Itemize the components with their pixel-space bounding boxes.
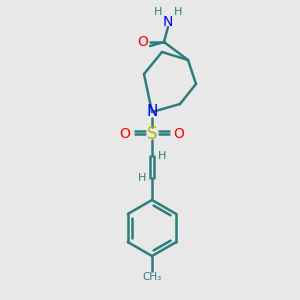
Text: H: H	[138, 173, 146, 183]
Text: O: O	[174, 127, 184, 141]
Text: H: H	[154, 7, 162, 17]
Text: S: S	[147, 125, 157, 143]
Text: H: H	[158, 151, 166, 161]
Text: O: O	[138, 35, 148, 49]
Text: CH₃: CH₃	[142, 272, 162, 282]
Text: N: N	[146, 104, 158, 119]
Text: O: O	[120, 127, 130, 141]
Text: N: N	[163, 15, 173, 29]
Text: H: H	[174, 7, 182, 17]
